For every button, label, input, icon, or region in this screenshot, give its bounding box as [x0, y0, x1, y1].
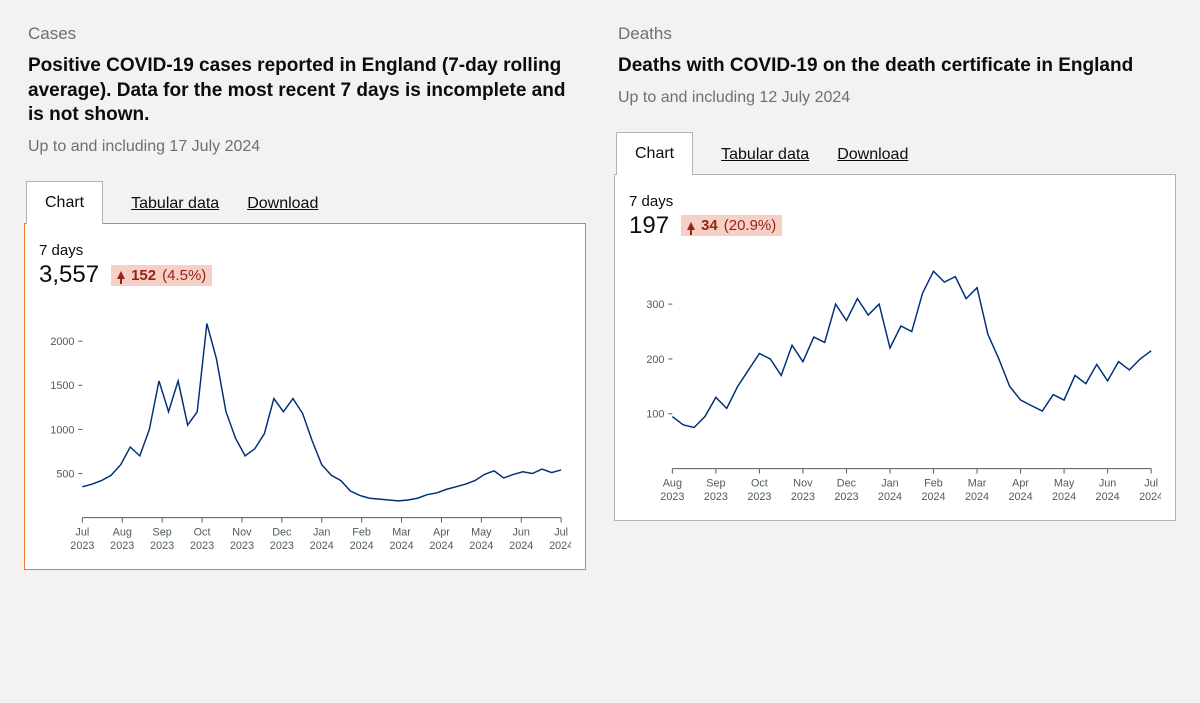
panel-subtitle: Up to and including 12 July 2024	[614, 89, 1176, 107]
svg-text:2023: 2023	[110, 540, 134, 552]
tab-download[interactable]: Download	[247, 185, 318, 223]
svg-text:2024: 2024	[878, 491, 902, 503]
svg-text:2024: 2024	[390, 540, 414, 552]
chart-card: 7 days 3,557 152 (4.5%) 500 1000 1500 2000 J…	[24, 223, 586, 570]
svg-text:Jun: Jun	[1099, 477, 1116, 489]
svg-text:2023: 2023	[747, 491, 771, 503]
svg-text:2024: 2024	[469, 540, 493, 552]
panel-title: Positive COVID-19 cases reported in Engl…	[24, 54, 586, 128]
svg-text:Oct: Oct	[194, 526, 211, 538]
stat-block: 7 days 3,557 152 (4.5%)	[39, 242, 571, 289]
change-badge: 34 (20.9%)	[681, 215, 782, 236]
svg-text:2024: 2024	[350, 540, 374, 552]
svg-text:2024: 2024	[1009, 491, 1033, 503]
svg-text:Nov: Nov	[793, 477, 813, 489]
svg-text:2023: 2023	[834, 491, 858, 503]
svg-text:Jul: Jul	[1144, 477, 1158, 489]
panel-label: Cases	[24, 24, 586, 44]
tab-chart[interactable]: Chart	[26, 181, 103, 224]
tab-chart[interactable]: Chart	[616, 132, 693, 175]
svg-text:May: May	[471, 526, 492, 538]
svg-text:2024: 2024	[1139, 491, 1161, 503]
svg-text:Aug: Aug	[113, 526, 132, 538]
line-chart-deaths: 100 200 300 Aug 2023 Sep 2023 Oct 2023 Nov 2023 Dec…	[629, 246, 1161, 512]
svg-text:2023: 2023	[660, 491, 684, 503]
svg-text:2024: 2024	[1052, 491, 1076, 503]
svg-text:Jan: Jan	[881, 477, 898, 489]
change-delta: 34	[701, 217, 718, 234]
svg-text:2023: 2023	[704, 491, 728, 503]
svg-text:Feb: Feb	[352, 526, 371, 538]
svg-text:Dec: Dec	[272, 526, 292, 538]
change-delta: 152	[131, 267, 156, 284]
dashboard: Cases Positive COVID-19 cases reported i…	[20, 20, 1180, 580]
panel-title: Deaths with COVID-19 on the death certif…	[614, 54, 1176, 79]
svg-text:100: 100	[646, 408, 664, 420]
svg-text:200: 200	[646, 354, 664, 366]
svg-text:Jul: Jul	[554, 526, 568, 538]
svg-text:2023: 2023	[70, 540, 94, 552]
svg-text:Jun: Jun	[513, 526, 530, 538]
svg-text:2024: 2024	[1096, 491, 1120, 503]
svg-text:Jul: Jul	[75, 526, 89, 538]
arrow-up-icon	[687, 222, 695, 230]
svg-text:Feb: Feb	[924, 477, 943, 489]
svg-text:Mar: Mar	[968, 477, 987, 489]
svg-text:300: 300	[646, 299, 664, 311]
svg-text:2024: 2024	[965, 491, 989, 503]
svg-text:2023: 2023	[270, 540, 294, 552]
svg-text:Apr: Apr	[433, 526, 450, 538]
svg-text:Sep: Sep	[706, 477, 725, 489]
stat-period: 7 days	[629, 193, 1161, 210]
change-pct: (20.9%)	[724, 217, 777, 234]
stat-value: 3,557	[39, 261, 99, 289]
svg-text:2024: 2024	[921, 491, 945, 503]
svg-text:2024: 2024	[509, 540, 533, 552]
panel-cases: Cases Positive COVID-19 cases reported i…	[20, 20, 590, 580]
svg-text:Dec: Dec	[837, 477, 857, 489]
svg-text:2000: 2000	[50, 336, 74, 348]
tab-tabular[interactable]: Tabular data	[131, 185, 219, 223]
svg-text:1000: 1000	[50, 424, 74, 436]
panel-subtitle: Up to and including 17 July 2024	[24, 138, 586, 156]
panel-deaths: Deaths Deaths with COVID-19 on the death…	[610, 20, 1180, 580]
svg-text:2023: 2023	[791, 491, 815, 503]
change-badge: 152 (4.5%)	[111, 265, 212, 286]
svg-text:Apr: Apr	[1012, 477, 1029, 489]
svg-text:Oct: Oct	[751, 477, 768, 489]
svg-text:1500: 1500	[50, 380, 74, 392]
svg-text:2023: 2023	[230, 540, 254, 552]
svg-text:Jan: Jan	[313, 526, 330, 538]
svg-text:2024: 2024	[549, 540, 571, 552]
panel-label: Deaths	[614, 24, 1176, 44]
tab-tabular[interactable]: Tabular data	[721, 136, 809, 174]
tabs: Chart Tabular data Download	[614, 131, 1176, 174]
tab-download[interactable]: Download	[837, 136, 908, 174]
chart-card: 7 days 197 34 (20.9%) 100 200 300 Aug 2023 Se…	[614, 174, 1176, 521]
svg-text:Mar: Mar	[392, 526, 411, 538]
svg-text:2024: 2024	[310, 540, 334, 552]
arrow-up-icon	[117, 271, 125, 279]
svg-text:Aug: Aug	[663, 477, 682, 489]
svg-text:2023: 2023	[190, 540, 214, 552]
tabs: Chart Tabular data Download	[24, 180, 586, 223]
line-chart-cases: 500 1000 1500 2000 Jul 2023 Aug 2023 Sep 2023 Oct 2…	[39, 295, 571, 561]
svg-text:May: May	[1054, 477, 1075, 489]
stat-value: 197	[629, 212, 669, 240]
stat-period: 7 days	[39, 242, 571, 259]
stat-block: 7 days 197 34 (20.9%)	[629, 193, 1161, 240]
change-pct: (4.5%)	[162, 267, 206, 284]
svg-text:500: 500	[56, 469, 74, 481]
svg-text:Nov: Nov	[232, 526, 252, 538]
svg-text:2023: 2023	[150, 540, 174, 552]
svg-text:2024: 2024	[429, 540, 453, 552]
svg-text:Sep: Sep	[153, 526, 172, 538]
